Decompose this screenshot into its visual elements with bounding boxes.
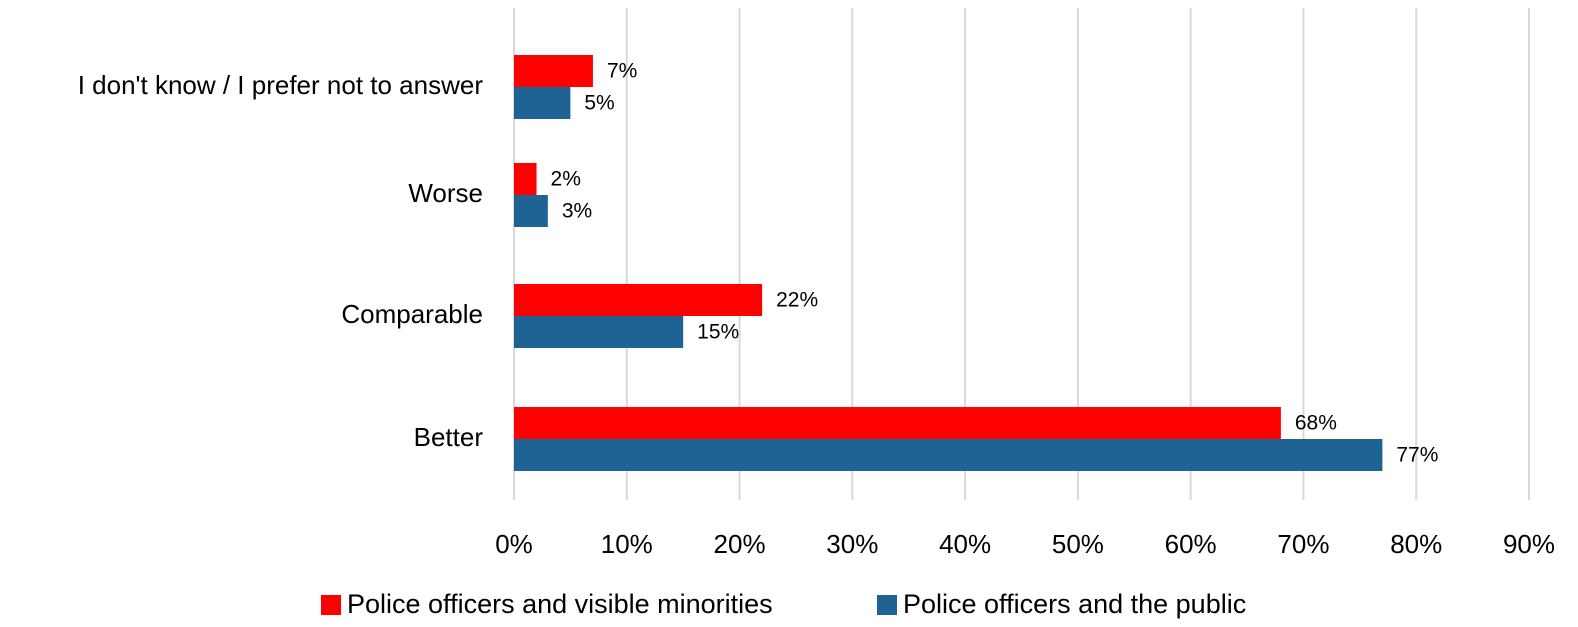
bar-comparable-series-1	[514, 284, 763, 316]
data-label-i-don-t-know-i-prefer-not-to-answer-series-1: 7%	[607, 60, 637, 83]
category-label-worse: Worse	[408, 178, 483, 208]
bar-better-series-2	[514, 439, 1383, 471]
x-tick-80: 80%	[1390, 529, 1442, 559]
x-tick-90: 90%	[1503, 529, 1555, 559]
data-label-better-series-1: 68%	[1295, 412, 1337, 435]
category-label-i-don-t-know-i-prefer-not-to-answer: I don't know / I prefer not to answer	[78, 70, 484, 100]
bar-worse-series-1	[514, 163, 537, 195]
data-label-comparable-series-2: 15%	[697, 321, 739, 344]
x-tick-40: 40%	[939, 529, 991, 559]
legend-label-series-2: Police officers and the public	[903, 589, 1246, 619]
x-tick-50: 50%	[1052, 529, 1104, 559]
category-label-comparable: Comparable	[341, 299, 483, 329]
bar-comparable-series-2	[514, 316, 684, 348]
data-labels: 7% 5% 2% 3% 22% 15% 68% 77%	[551, 60, 1439, 467]
data-label-i-don-t-know-i-prefer-not-to-answer-series-2: 5%	[584, 92, 614, 115]
legend-swatch-series-2	[877, 595, 897, 615]
data-label-worse-series-1: 2%	[551, 168, 581, 191]
x-axis-tick-labels: 0% 10% 20% 30% 40% 50% 60% 70% 80% 90%	[495, 529, 1555, 559]
category-labels: I don't know / I prefer not to answer Wor…	[78, 70, 484, 452]
gridlines	[513, 8, 1530, 500]
legend-swatch-series-1	[321, 595, 341, 615]
x-tick-20: 20%	[714, 529, 766, 559]
bar-i-don-t-know-i-prefer-not-to-answer-series-1	[514, 55, 593, 87]
x-tick-70: 70%	[1277, 529, 1329, 559]
bars	[514, 55, 1383, 471]
data-label-better-series-2: 77%	[1396, 444, 1438, 467]
category-label-better: Better	[414, 422, 484, 452]
data-label-worse-series-2: 3%	[562, 200, 592, 223]
bar-i-don-t-know-i-prefer-not-to-answer-series-2	[514, 87, 571, 119]
bar-better-series-1	[514, 407, 1281, 439]
legend-label-series-1: Police officers and visible minorities	[347, 589, 773, 619]
data-label-comparable-series-1: 22%	[776, 289, 818, 312]
x-tick-60: 60%	[1165, 529, 1217, 559]
x-tick-10: 10%	[601, 529, 653, 559]
x-tick-0: 0%	[495, 529, 533, 559]
x-tick-30: 30%	[826, 529, 878, 559]
bar-worse-series-2	[514, 195, 548, 227]
legend: Police officers and visible minorities Po…	[321, 589, 1246, 619]
